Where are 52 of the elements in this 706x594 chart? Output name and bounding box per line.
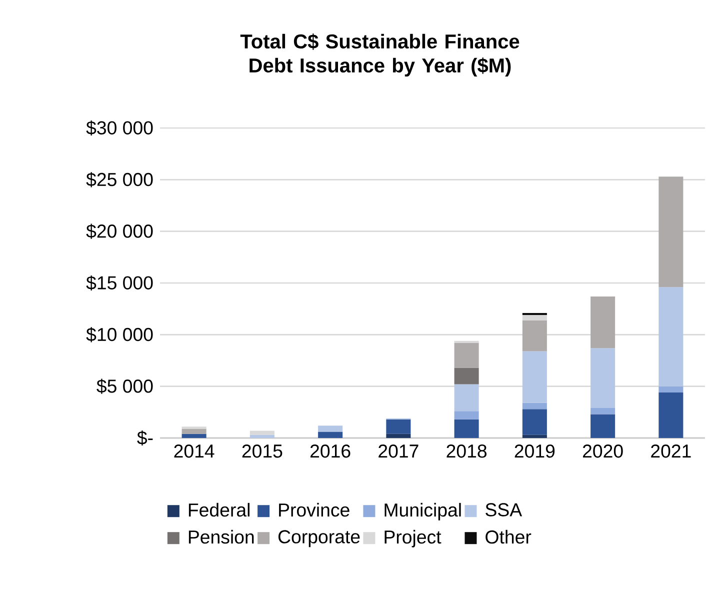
bar	[522, 409, 547, 435]
bar	[590, 296, 616, 348]
y-tick-label: $10 000	[86, 327, 153, 342]
bar	[454, 384, 479, 412]
chart-title: Total C$ Sustainable Finance Debt Issuance by Year ($M)	[240, 34, 520, 76]
x-tick-label: 2016	[310, 444, 350, 458]
bar	[658, 386, 684, 393]
x-tick-label: 2020	[582, 444, 623, 458]
bar	[590, 408, 616, 414]
legend-label: Federal	[188, 502, 250, 517]
bar	[182, 428, 206, 434]
legend-label: Pension	[188, 530, 254, 544]
legend-label: SSA	[486, 503, 522, 516]
y-tick-label: $15 000	[86, 275, 153, 291]
bar	[658, 176, 684, 288]
bar	[658, 392, 684, 438]
bar	[318, 432, 343, 438]
bar	[522, 312, 547, 316]
legend-label: Province	[279, 502, 350, 517]
bar	[522, 434, 547, 438]
y-tick-label: $25 000	[86, 172, 153, 188]
bar	[590, 414, 616, 438]
bar	[250, 430, 274, 435]
y-tick-label: $5 000	[96, 378, 153, 394]
legend-label: Other	[486, 530, 532, 544]
x-tick-label: 2021	[651, 444, 691, 458]
bar	[386, 419, 411, 434]
bar	[522, 402, 547, 410]
bar	[522, 320, 547, 352]
bar	[386, 434, 411, 438]
x-tick-label: 2018	[446, 444, 487, 458]
bar	[454, 342, 479, 368]
y-tick-label: $-	[137, 430, 153, 446]
bar	[658, 287, 684, 386]
x-tick-label: 2017	[378, 444, 418, 458]
bar	[454, 368, 479, 384]
bar	[250, 434, 274, 438]
legend-label: Project	[384, 530, 442, 548]
bar	[454, 419, 479, 438]
bar	[182, 434, 206, 438]
x-tick-label: 2015	[242, 444, 282, 458]
legend-label: Municipal	[384, 502, 461, 520]
bar	[454, 411, 479, 420]
bar	[522, 351, 547, 403]
y-tick-label: $30 000	[86, 120, 153, 136]
bar	[590, 348, 616, 408]
legend-label: Corporate	[278, 530, 360, 548]
x-tick-label: 2019	[514, 444, 555, 458]
y-tick-label: $20 000	[86, 224, 153, 239]
bar	[318, 426, 343, 432]
bar	[522, 315, 547, 320]
x-tick-label: 2014	[174, 444, 214, 458]
